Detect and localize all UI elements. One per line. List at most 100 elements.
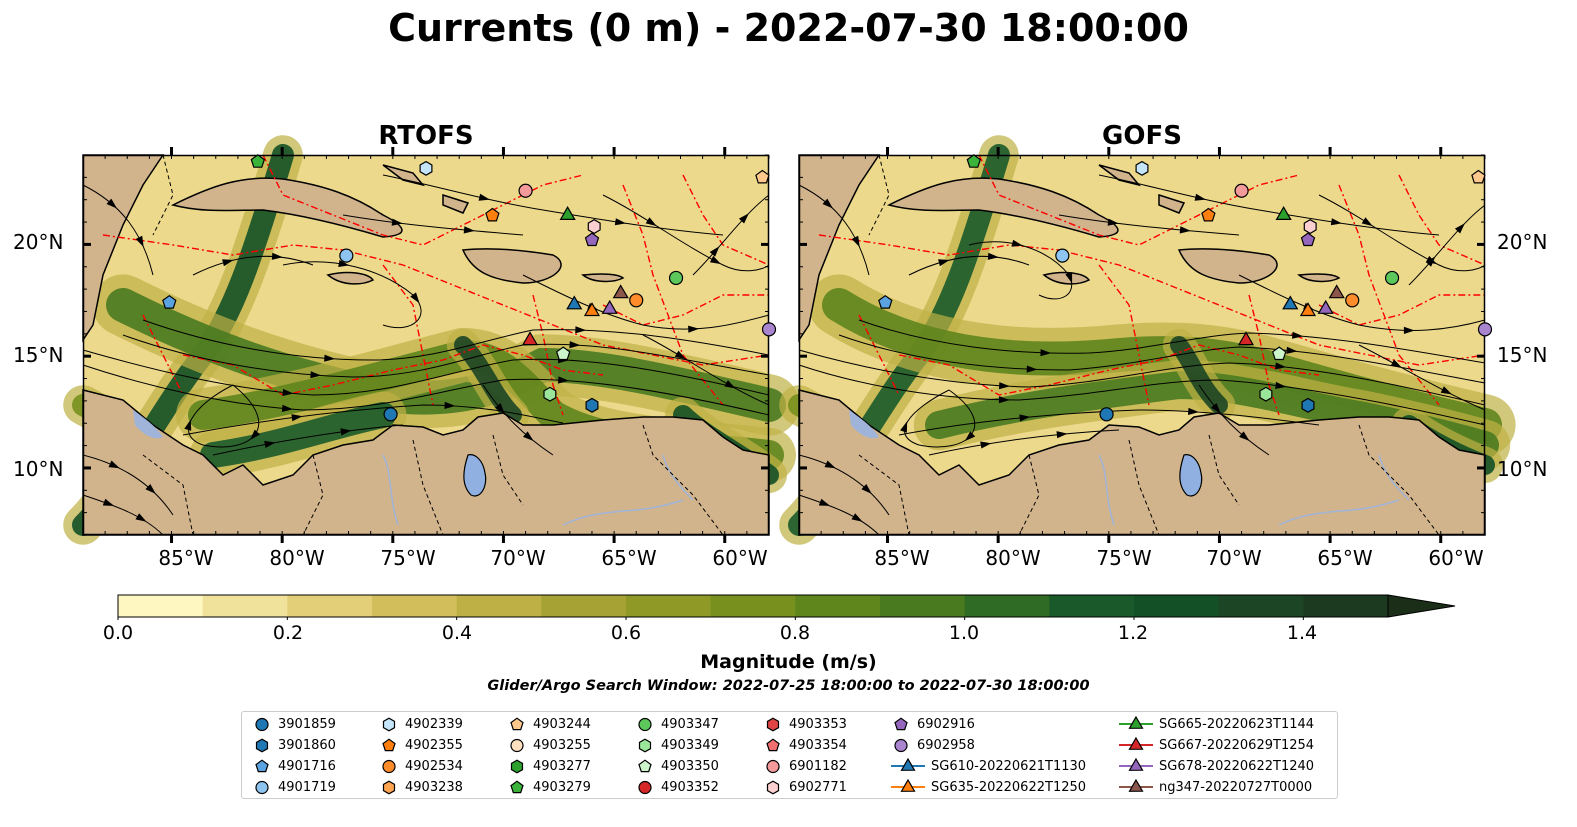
- legend-symbol: [382, 759, 396, 774]
- streamline: [142, 319, 770, 361]
- legend-item: 3901860: [252, 736, 336, 754]
- streamline-arrow: [1194, 193, 1206, 201]
- legend-symbol: [766, 780, 780, 795]
- legend-label: 4903352: [661, 779, 719, 795]
- streamline-arrow: [145, 484, 156, 494]
- legend-label: 3901859: [278, 716, 336, 732]
- platform-marker-3901859: [1099, 407, 1114, 422]
- land-mass: [326, 271, 375, 285]
- legend-marker: [891, 778, 925, 792]
- platform-marker-4903279: [966, 154, 982, 168]
- colorbar-segment: [626, 595, 712, 617]
- river: [1278, 499, 1400, 526]
- streamline-arrow: [444, 401, 456, 409]
- streamline-arrow: [1026, 365, 1038, 373]
- streamline-arrow: [1011, 239, 1023, 247]
- platform-marker-SG678-20220622T1240: [601, 299, 618, 314]
- eez-boundary: [1398, 174, 1486, 266]
- colorbar-segment: [880, 595, 966, 617]
- legend-marker: [894, 738, 908, 753]
- platform-marker-3901860: [1301, 397, 1315, 413]
- legend-label: SG678-20220622T1240: [1159, 758, 1315, 774]
- streamline-arrow: [1056, 431, 1068, 439]
- legend-label: 4902534: [405, 758, 463, 774]
- country-border: [142, 454, 194, 536]
- rtofs-map: [63, 135, 800, 545]
- streamline-arrow: [108, 460, 120, 469]
- legend-marker: [382, 717, 396, 732]
- legend-label: 6902771: [789, 779, 847, 795]
- streamline-arrow: [391, 218, 403, 226]
- platform-marker-SG667-20220629T1254: [1237, 331, 1255, 346]
- streamline: [798, 349, 1486, 406]
- eez-boundary: [1248, 294, 1280, 416]
- streamline-arrow: [1330, 218, 1342, 226]
- eez-boundary: [978, 154, 1300, 246]
- legend-marker: [382, 738, 396, 752]
- platform-marker-SG667-20220629T1254: [521, 331, 539, 346]
- colorbar-segment: [795, 595, 881, 617]
- colorbar-tick-label: 0.0: [102, 622, 134, 644]
- streamline: [1408, 204, 1486, 286]
- streamline-arrow: [1286, 346, 1298, 354]
- legend-marker: [1119, 757, 1153, 771]
- platform-marker-SG665-20220623T1144: [559, 206, 576, 221]
- land-mass: [461, 248, 562, 284]
- colorbar-tick-label: 0.8: [779, 622, 811, 644]
- land-mass: [581, 273, 625, 283]
- legend-symbol: [510, 738, 524, 753]
- country-border: [412, 439, 444, 536]
- eez-boundary: [622, 184, 724, 406]
- platform-marker-SG635-20220622T1250: [583, 302, 601, 317]
- streamline-arrow: [1275, 381, 1287, 389]
- streamline: [182, 404, 564, 436]
- legend-symbol: [510, 780, 524, 794]
- colorbar-segment: [710, 595, 796, 617]
- legend-item: 4903347: [635, 715, 719, 733]
- streamline-arrow: [222, 259, 234, 267]
- streamline-arrow: [851, 235, 860, 248]
- platform-marker-4901716: [878, 294, 893, 309]
- colorbar-segment: [1218, 595, 1304, 617]
- streamline: [1098, 174, 1440, 236]
- legend-symbol: [766, 717, 780, 732]
- legend-symbol: [894, 738, 908, 753]
- platform-marker-4901719: [339, 248, 354, 263]
- legend-item: 4903279: [507, 778, 591, 796]
- streamline: [642, 334, 770, 406]
- eez-boundary: [1318, 294, 1485, 326]
- legend-item: 4901716: [252, 757, 336, 775]
- streamline: [898, 409, 1320, 436]
- streamline-arrow: [1019, 414, 1031, 422]
- streamline: [82, 364, 770, 416]
- colorbar-tick-label: 0.2: [272, 622, 304, 644]
- streamline: [192, 255, 314, 276]
- legend-label: 6902916: [917, 716, 975, 732]
- legend-marker: [891, 757, 925, 771]
- eez-boundary: [1098, 264, 1150, 406]
- river: [662, 454, 694, 501]
- streamline-arrow: [1107, 218, 1119, 226]
- streamline: [212, 424, 404, 456]
- streamline-arrow: [1425, 256, 1436, 267]
- legend-item: 6902958: [891, 736, 975, 754]
- platform-marker-4902534: [1345, 293, 1360, 308]
- streamline-arrow: [938, 259, 950, 267]
- legend-symbol: [510, 717, 524, 731]
- platform-marker-4903347: [668, 270, 684, 286]
- current-jet: [106, 288, 786, 422]
- streamline-arrow: [310, 371, 322, 379]
- streamline: [82, 184, 154, 276]
- streamline: [904, 389, 976, 448]
- land-mass: [442, 193, 470, 214]
- platform-marker-4903349: [1259, 386, 1273, 402]
- legend-symbol: [1128, 736, 1144, 750]
- colorbar: [117, 594, 1456, 620]
- river: [562, 499, 684, 526]
- streamline-arrow: [709, 246, 720, 257]
- platform-marker-SG665-20220623T1144: [1275, 206, 1292, 221]
- streamline-arrow: [1361, 217, 1373, 227]
- platform-marker-SG635-20220622T1250: [1299, 302, 1317, 317]
- legend-item: 4901719: [252, 778, 336, 796]
- legend-symbol: [382, 780, 396, 795]
